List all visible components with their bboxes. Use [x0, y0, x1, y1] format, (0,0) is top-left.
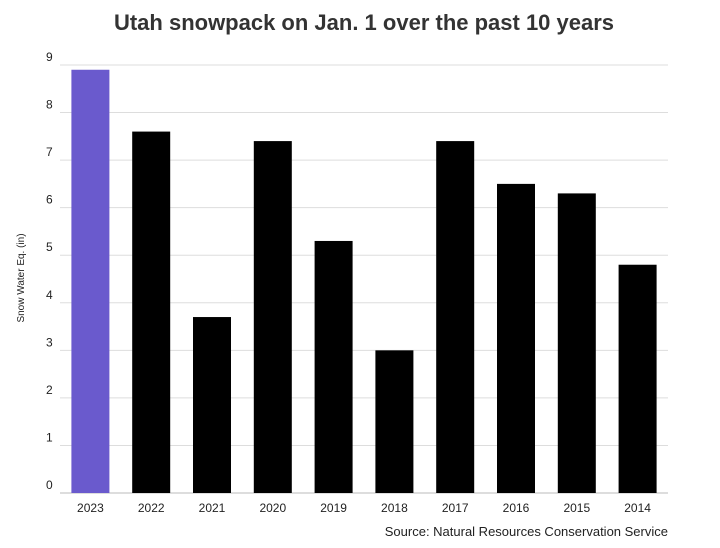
y-tick-label: 4 [46, 288, 53, 302]
bar-2017 [436, 141, 475, 494]
y-tick-label: 5 [46, 240, 53, 254]
x-tick-label: 2018 [381, 501, 408, 515]
y-tick-label: 2 [46, 383, 53, 397]
bar-2016 [497, 183, 535, 493]
chart-title: Utah snowpack on Jan. 1 over the past 10… [114, 10, 614, 35]
x-tick-label: 2017 [442, 501, 469, 515]
bar-2020 [253, 141, 292, 494]
bar-2019 [314, 240, 353, 493]
y-tick-label: 3 [46, 335, 53, 349]
bar-2014 [618, 264, 657, 493]
y-tick-label: 0 [46, 478, 53, 492]
bar-2021 [193, 317, 231, 493]
x-tick-label: 2015 [563, 501, 590, 515]
bar-2022 [132, 131, 171, 494]
bar-2018 [375, 350, 414, 493]
source-note: Source: Natural Resources Conservation S… [385, 524, 668, 539]
y-tick-label: 1 [46, 430, 53, 444]
x-tick-label: 2023 [77, 501, 104, 515]
y-tick-label: 7 [46, 145, 53, 159]
y-axis-ticks: 0 1 2 3 4 5 6 7 8 9 [46, 50, 53, 492]
x-tick-label: 2020 [259, 501, 286, 515]
x-tick-label: 2014 [624, 501, 651, 515]
x-tick-label: 2022 [138, 501, 165, 515]
bars [71, 69, 657, 494]
y-tick-label: 6 [46, 193, 53, 207]
y-tick-label: 9 [46, 50, 53, 64]
x-tick-label: 2019 [320, 501, 347, 515]
x-tick-label: 2016 [503, 501, 530, 515]
y-axis-label: Snow Water Eq. (in) [16, 233, 27, 322]
x-tick-label: 2021 [199, 501, 226, 515]
y-tick-label: 8 [46, 98, 53, 112]
bar-2015 [557, 193, 596, 493]
bar-2023 [71, 69, 110, 493]
x-axis-ticks: 2023 2022 2021 2020 2019 2018 2017 2016 2015 2014 [77, 501, 651, 515]
